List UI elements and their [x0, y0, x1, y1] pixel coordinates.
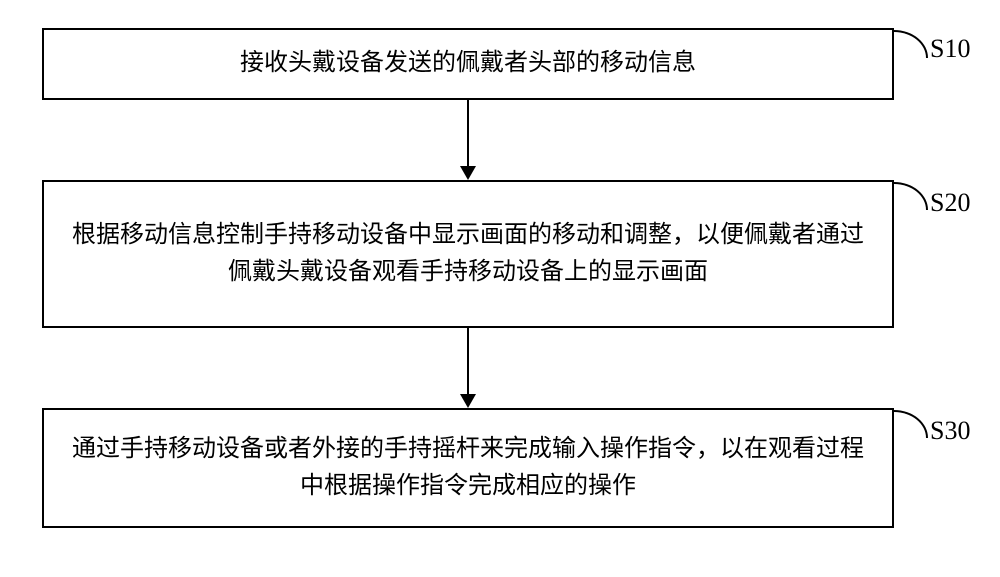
label-connector-s20: [894, 182, 928, 210]
flow-node-s10-text: 接收头戴设备发送的佩戴者头部的移动信息: [240, 45, 696, 82]
flow-label-s20: S20: [930, 188, 970, 218]
label-connector-s30: [894, 410, 928, 438]
edge-s10-s20-head: [460, 166, 476, 180]
flow-node-s20-text: 根据移动信息控制手持移动设备中显示画面的移动和调整，以便佩戴者通过佩戴头戴设备观…: [72, 217, 864, 291]
edge-s20-s30-line: [467, 328, 469, 394]
flowchart-canvas: 接收头戴设备发送的佩戴者头部的移动信息 S10 根据移动信息控制手持移动设备中显…: [0, 0, 1000, 577]
flow-label-s10: S10: [930, 34, 970, 64]
edge-s20-s30-head: [460, 394, 476, 408]
flow-node-s10: 接收头戴设备发送的佩戴者头部的移动信息: [42, 28, 894, 100]
flow-node-s30-text: 通过手持移动设备或者外接的手持摇杆来完成输入操作指令，以在观看过程中根据操作指令…: [72, 431, 864, 505]
flow-label-s30: S30: [930, 416, 970, 446]
flow-node-s20: 根据移动信息控制手持移动设备中显示画面的移动和调整，以便佩戴者通过佩戴头戴设备观…: [42, 180, 894, 328]
edge-s10-s20-line: [467, 100, 469, 166]
label-connector-s10: [894, 30, 928, 58]
flow-node-s30: 通过手持移动设备或者外接的手持摇杆来完成输入操作指令，以在观看过程中根据操作指令…: [42, 408, 894, 528]
